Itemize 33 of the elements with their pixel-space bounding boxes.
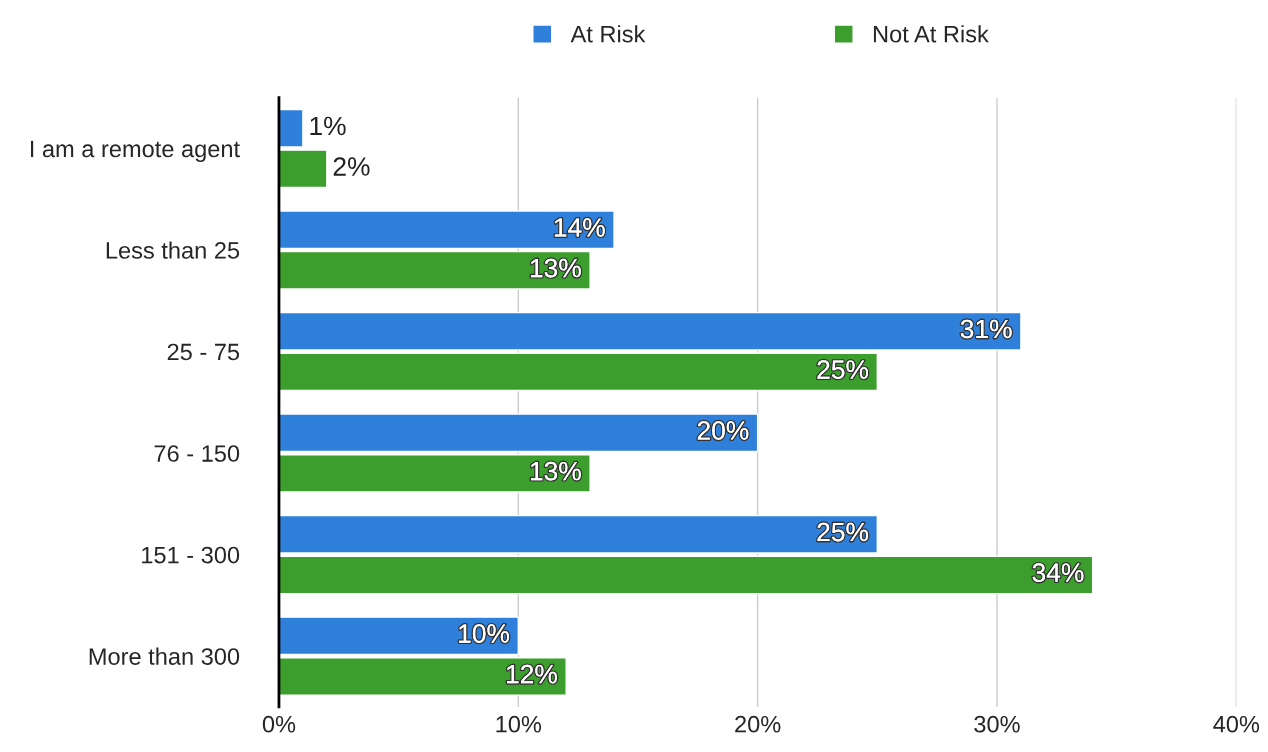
bar [278,555,1094,595]
legend-label: Not At Risk [873,25,989,43]
bar [278,657,567,696]
data-label: 10% [459,624,510,643]
data-label: 20% [697,421,749,440]
bar [278,413,759,453]
data-label: 25% [817,522,869,542]
y-tick-label: Less than 25 [106,241,240,259]
x-tick-label: 20% [735,715,781,733]
data-label: 12% [507,664,557,684]
bar [278,250,591,290]
y-tick-label: I am a remote agent [30,140,240,162]
data-label: 25% [817,360,869,379]
bar [278,454,591,493]
data-label: 31% [960,319,1012,339]
x-tick-label: 10% [496,715,542,733]
bar [278,616,519,656]
x-tick-label: 40% [1213,715,1260,733]
legend-label: At Risk [570,25,646,43]
data-label: 14% [554,218,605,237]
data-label: 13% [530,258,581,278]
y-tick-label: More than 300 [89,647,240,665]
y-tick-label: 151 - 300 [142,546,240,564]
data-label: 13% [530,461,581,481]
y-tick-label: 76 - 150 [154,445,240,462]
y-tick-label: 25 - 75 [167,343,240,361]
data-label: 1% [310,116,346,136]
x-tick-label: 30% [974,715,1020,733]
bar [278,210,615,250]
data-label: 2% [333,157,370,176]
data-label: 34% [1032,563,1084,582]
x-tick-label: 0% [262,715,296,733]
bar [278,514,878,554]
